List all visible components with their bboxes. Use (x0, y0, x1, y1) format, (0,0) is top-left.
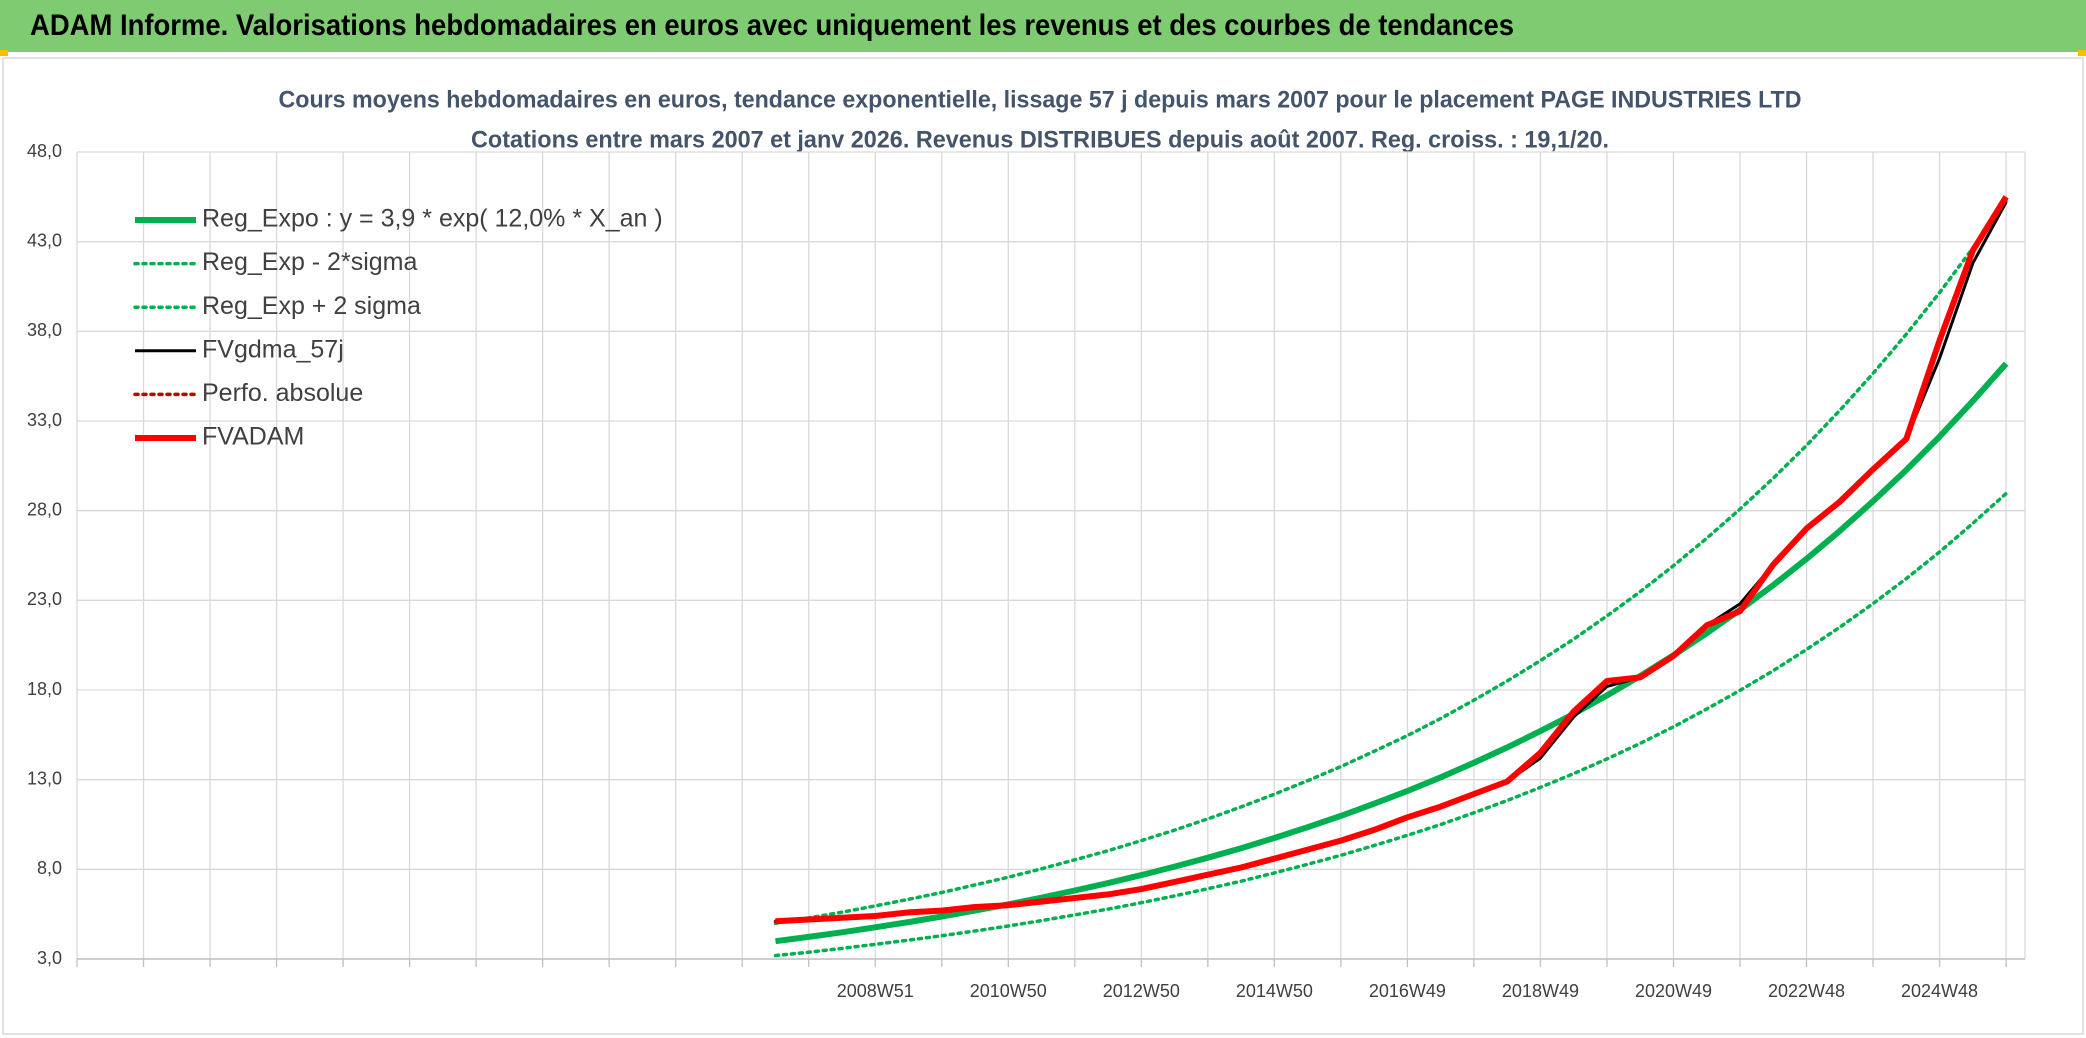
x-tick-label: 2010W50 (970, 981, 1047, 1001)
x-tick-label: 2020W49 (1635, 981, 1712, 1001)
x-tick-label: 2012W50 (1103, 981, 1180, 1001)
x-tick-label: 2008W51 (837, 981, 914, 1001)
y-tick-label: 38,0 (27, 320, 62, 340)
chart-subtitle: Cotations entre mars 2007 et janv 2026. … (471, 126, 1609, 153)
series-line (775, 195, 2009, 925)
y-tick-label: 23,0 (27, 589, 62, 609)
y-tick-label: 33,0 (27, 410, 62, 430)
y-tick-label: 3,0 (37, 948, 62, 968)
header-bar (0, 0, 2086, 52)
x-tick-label: 2016W49 (1369, 981, 1446, 1001)
chart-title: Cours moyens hebdomadaires en euros, ten… (279, 86, 1802, 113)
series-line (773, 199, 2008, 926)
y-tick-label: 48,0 (27, 141, 62, 161)
plot-area: 3,0 8,0 13,0 18,0 23,0 28,0 33,0 38,0 43,0 48,0 20… (27, 141, 2026, 1001)
x-tick-label: 2022W48 (1768, 981, 1845, 1001)
y-tick-label: 28,0 (27, 499, 62, 519)
x-tick-label: 2018W49 (1502, 981, 1579, 1001)
y-tick-label: 43,0 (27, 230, 62, 250)
legend-label: Perfo. absolue (202, 379, 363, 407)
legend-label: FVgdma_57j (202, 335, 344, 363)
y-tick-label: 8,0 (37, 858, 62, 878)
legend-label: Reg_Expo : y = 3,9 * exp( 12,0% * X_an ) (202, 205, 663, 233)
x-tick-label: 2024W48 (1901, 981, 1978, 1001)
chart-border (2, 57, 2084, 1035)
y-tick-label: 18,0 (27, 679, 62, 699)
x-tick-label: 2014W50 (1236, 981, 1313, 1001)
legend-label: Reg_Exp + 2 sigma (202, 292, 421, 320)
legend-label: Reg_Exp - 2*sigma (202, 248, 417, 276)
series-line (773, 491, 2008, 958)
legend-label: FVADAM (202, 423, 304, 451)
corner-mark (0, 50, 8, 56)
y-tick-label: 13,0 (27, 768, 62, 788)
header-title: ADAM Informe. Valorisations hebdomadaire… (30, 9, 1514, 42)
corner-mark (2078, 50, 2086, 56)
